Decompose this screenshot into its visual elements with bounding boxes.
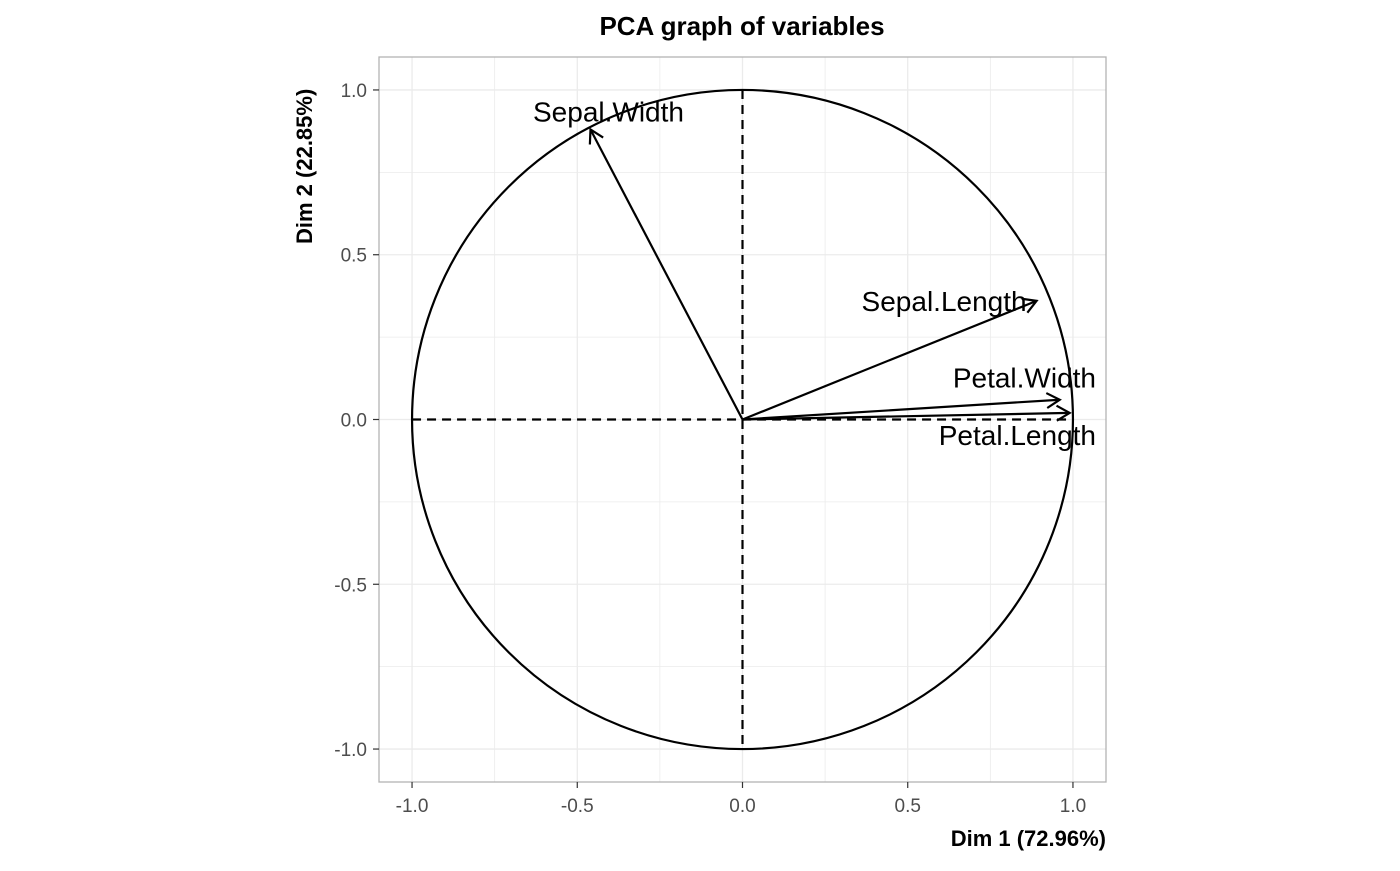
y-tick-label: 0.5 [341,246,367,267]
x-axis-label: Dim 1 (72.96%) [951,826,1106,851]
variable-arrowhead [1021,297,1039,314]
y-tick-label: 0.0 [341,411,367,432]
y-tick-label: -0.5 [334,575,367,596]
variable-arrowhead [588,127,604,145]
variable-arrow [742,411,1070,421]
variable-arrowhead [1055,404,1072,422]
variable-label: Sepal.Length [862,286,1027,317]
x-tick-label: 0.0 [729,796,755,817]
correlation-circle [410,88,1075,751]
variable-label: Sepal.Width [533,97,684,128]
plot-marks: Sepal.Length Sepal.Width Petal.Length Petal… [410,88,1096,751]
chart-title: PCA graph of variables [599,11,884,41]
y-tick-label: 1.0 [341,81,367,102]
x-tick-label: 0.5 [895,796,921,817]
x-tick-label: -0.5 [561,796,594,817]
x-tick-label: 1.0 [1060,796,1086,817]
y-tick-label: -1.0 [334,740,367,761]
variable-arrow [742,398,1060,421]
variable-arrowhead [1045,392,1062,409]
variable-arrow [589,128,744,421]
axes: -1.0 -0.5 0.0 0.5 1.0 -1.0 -0.5 0.0 0.5 1.0 [334,56,1107,817]
y-axis-label: Dim 2 (22.85%) [292,89,317,244]
variable-arrow [742,299,1038,421]
x-tick-label: -1.0 [396,796,429,817]
variable-label: Petal.Width [953,363,1096,394]
variable-label: Petal.Length [939,420,1096,451]
